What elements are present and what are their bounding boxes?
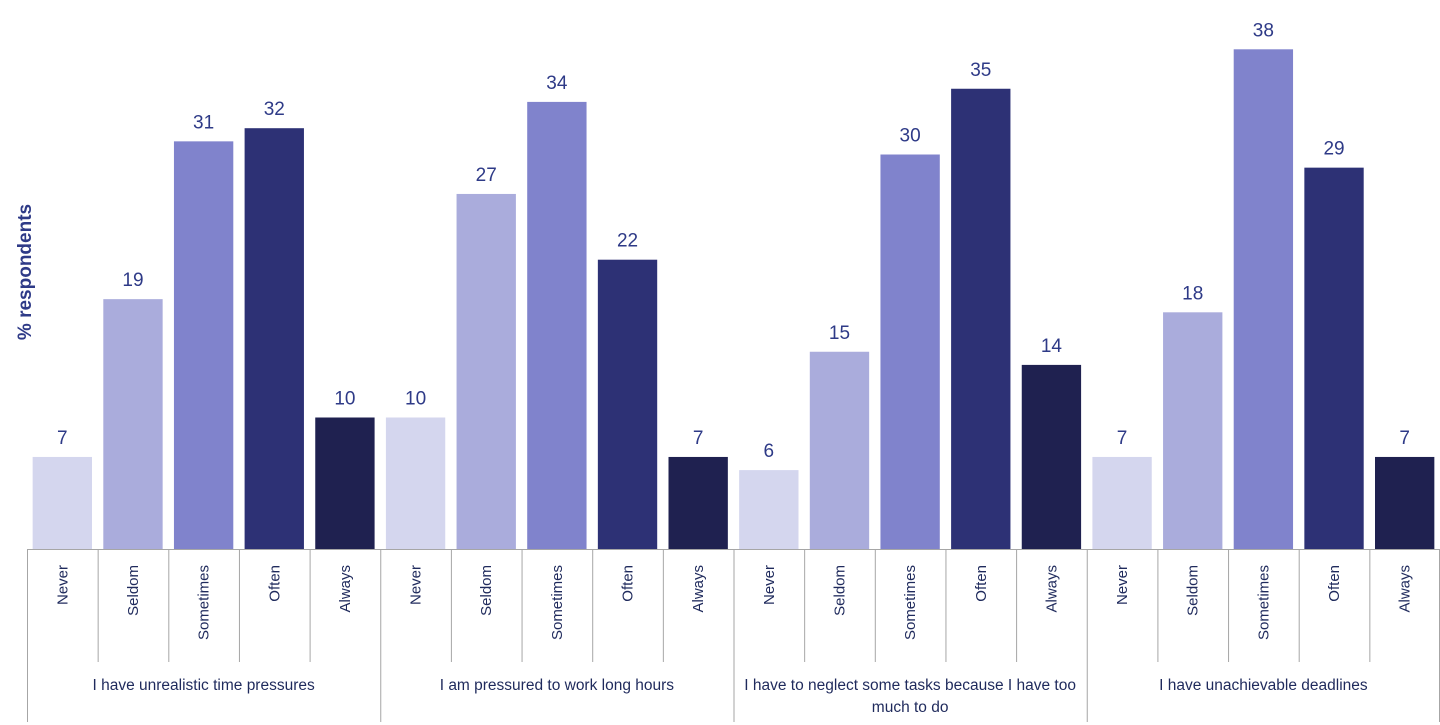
category-tick-label: Always bbox=[337, 565, 354, 613]
bar bbox=[103, 299, 163, 549]
bar bbox=[527, 101, 587, 550]
bar bbox=[1021, 364, 1082, 549]
data-label: 14 bbox=[1041, 336, 1063, 357]
bar bbox=[951, 88, 1011, 549]
category-tick-label: Seldom bbox=[831, 565, 848, 616]
category-tick-label: Sometimes bbox=[902, 565, 919, 640]
group-label: I have to neglect some tasks because I h… bbox=[744, 677, 1076, 716]
category-tick-label: Never bbox=[761, 565, 778, 605]
data-label: 31 bbox=[193, 112, 214, 133]
category-tick-label: Sometimes bbox=[549, 565, 566, 640]
data-label: 32 bbox=[264, 99, 285, 120]
bar bbox=[244, 128, 304, 549]
bar bbox=[385, 417, 446, 549]
category-tick-label: Often bbox=[266, 565, 283, 602]
y-axis-label: % respondents bbox=[15, 204, 36, 340]
category-tick-label: Always bbox=[690, 565, 707, 613]
data-label: 7 bbox=[1117, 428, 1128, 449]
bar bbox=[456, 193, 516, 549]
data-label: 7 bbox=[57, 428, 68, 449]
data-label: 19 bbox=[122, 270, 143, 291]
category-tick-label: Always bbox=[1043, 565, 1060, 613]
bar bbox=[739, 470, 799, 549]
data-label: 29 bbox=[1323, 139, 1344, 160]
category-tick-label: Seldom bbox=[1185, 565, 1202, 616]
data-label: 18 bbox=[1182, 283, 1203, 304]
data-label: 30 bbox=[900, 126, 921, 147]
data-label: 10 bbox=[334, 389, 355, 410]
category-tick-label: Never bbox=[54, 565, 71, 605]
category-tick-label: Sometimes bbox=[1255, 565, 1272, 640]
data-label: 22 bbox=[617, 231, 638, 252]
bars: 7 19 31 32 10 10 27 34 22 7 6 15 30 35 14 7 18 38 29 7 bbox=[32, 20, 1435, 550]
bar bbox=[1304, 167, 1364, 549]
bar bbox=[32, 456, 92, 549]
category-tick-label: Often bbox=[973, 565, 990, 602]
category-tick-label: Often bbox=[620, 565, 637, 602]
category-tick-label: Seldom bbox=[478, 565, 495, 616]
bar bbox=[597, 259, 658, 549]
bar bbox=[880, 154, 940, 549]
bar bbox=[809, 351, 870, 549]
category-tick-label: Often bbox=[1326, 565, 1343, 602]
data-label: 34 bbox=[546, 73, 568, 94]
group-label: I am pressured to work long hours bbox=[440, 677, 675, 694]
bar bbox=[173, 141, 234, 549]
data-label: 10 bbox=[405, 389, 426, 410]
category-tick-label: Never bbox=[1114, 565, 1131, 605]
data-label: 27 bbox=[476, 165, 497, 186]
category-tick-label: Sometimes bbox=[196, 565, 213, 640]
data-label: 7 bbox=[693, 428, 704, 449]
data-label: 35 bbox=[970, 60, 991, 81]
category-tick-label: Never bbox=[408, 565, 425, 605]
category-tick-label: Always bbox=[1397, 565, 1414, 613]
group-label: I have unrealistic time pressures bbox=[92, 677, 315, 694]
bar bbox=[1163, 312, 1223, 549]
data-label: 6 bbox=[764, 441, 775, 462]
data-label: 15 bbox=[829, 323, 850, 344]
group-label: I have unachievable deadlines bbox=[1159, 677, 1368, 694]
bar bbox=[1375, 456, 1435, 549]
bar bbox=[668, 456, 728, 549]
x-axis: Never Seldom Sometimes Often Always I have un… bbox=[27, 549, 1440, 722]
bar bbox=[315, 417, 375, 549]
category-tick-label: Seldom bbox=[125, 565, 142, 616]
bar bbox=[1092, 456, 1152, 549]
data-label: 38 bbox=[1253, 20, 1274, 41]
bar bbox=[1233, 49, 1294, 550]
data-label: 7 bbox=[1399, 428, 1410, 449]
